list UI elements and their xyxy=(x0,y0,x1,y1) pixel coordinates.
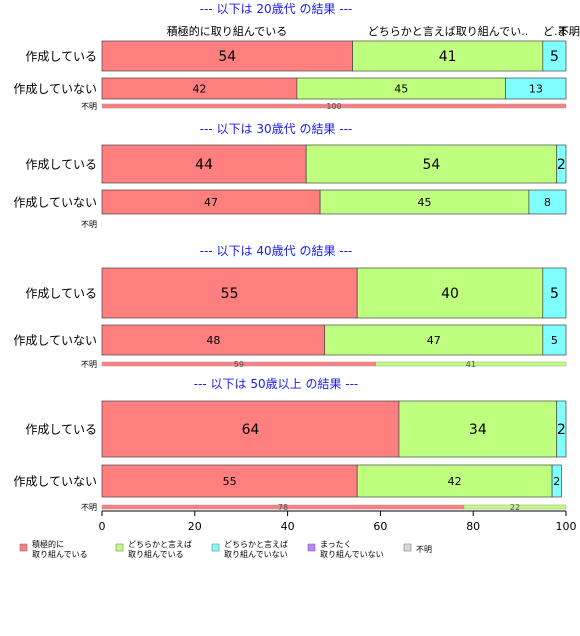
row-label: 不明 xyxy=(81,102,97,111)
data-label: 2 xyxy=(557,422,566,438)
row-label: 不明 xyxy=(81,360,97,369)
data-label: 2 xyxy=(557,157,566,173)
bar-segment xyxy=(324,324,544,356)
category-heading: ど.. xyxy=(543,25,561,38)
data-label: 55 xyxy=(223,475,237,488)
data-label: 40 xyxy=(441,286,459,302)
data-label: 42 xyxy=(448,475,462,488)
bar-segment xyxy=(542,267,567,319)
bar-segment xyxy=(101,464,358,498)
category-heading: ま.. xyxy=(557,25,575,38)
data-label: 41 xyxy=(439,49,457,65)
bar-segment xyxy=(101,267,358,319)
data-label: 64 xyxy=(242,422,260,438)
row-label: 作成していない xyxy=(13,474,97,488)
data-label: 48 xyxy=(206,334,220,347)
panel-title-1: --- 以下は 20歳代 の結果 --- xyxy=(200,2,353,16)
row-label: 作成していない xyxy=(13,333,97,347)
bar-segment xyxy=(305,144,558,184)
legend-swatch xyxy=(403,543,412,552)
bar-segment xyxy=(352,40,544,72)
legend-label: まったく取り組んでいない xyxy=(320,540,384,559)
category-heading: 積極的に取り組んでいる xyxy=(167,24,287,38)
row-label: 作成している xyxy=(25,286,97,300)
data-label: 5 xyxy=(551,334,558,347)
bar-segment xyxy=(101,400,400,458)
legend-label: どちらかと言えば取り組んでいない xyxy=(224,539,288,559)
data-label: 55 xyxy=(221,286,239,302)
bar-segment xyxy=(101,189,321,215)
row-label: 作成していない xyxy=(13,195,97,209)
data-label: 41 xyxy=(466,360,476,369)
category-heading: 不明 xyxy=(558,25,580,38)
x-tick-label: 40 xyxy=(281,520,295,533)
legend-swatch xyxy=(115,543,124,552)
bar-segment xyxy=(101,144,307,184)
x-tick-label: 0 xyxy=(99,520,106,533)
data-label: 54 xyxy=(423,157,441,173)
legend-swatch xyxy=(211,543,220,552)
panel-title-2: --- 以下は 30歳代 の結果 --- xyxy=(200,122,353,136)
row-label: 作成していない xyxy=(13,82,97,96)
x-tick-label: 20 xyxy=(188,520,202,533)
row-label: 作成している xyxy=(25,49,97,63)
bar-segment xyxy=(551,464,562,498)
category-heading: どちらかと言えば取り組んでい.. xyxy=(368,25,528,38)
bar-segment xyxy=(528,189,567,215)
legend-label: どちらかと言えば取り組んでいる xyxy=(128,539,192,559)
data-label: 45 xyxy=(394,82,408,95)
data-label: 59 xyxy=(234,360,244,369)
data-label: 100 xyxy=(326,102,341,111)
data-label: 22 xyxy=(510,503,520,512)
data-label: 47 xyxy=(427,334,441,347)
bar-segment xyxy=(356,267,544,319)
bar-segment xyxy=(556,144,567,184)
data-label: 44 xyxy=(195,157,213,173)
row-label: 不明 xyxy=(81,503,97,512)
legend-swatch xyxy=(307,543,316,552)
row-label: 不明 xyxy=(81,220,97,229)
data-label: 2 xyxy=(553,475,560,488)
bar-segment xyxy=(556,400,567,458)
bar-segment xyxy=(319,189,530,215)
data-label: 78 xyxy=(278,503,288,512)
panel-title-3: --- 以下は 40歳代 の結果 --- xyxy=(200,244,353,258)
bar-segment xyxy=(101,324,326,356)
data-label: 45 xyxy=(417,196,431,209)
bar-segment xyxy=(505,77,567,100)
data-label: 13 xyxy=(529,82,543,95)
data-label: 8 xyxy=(544,196,551,209)
bar-segment xyxy=(375,361,567,367)
bar-segment xyxy=(356,464,553,498)
x-tick-label: 100 xyxy=(556,520,577,533)
row-label: 作成している xyxy=(25,157,97,171)
data-label: 42 xyxy=(192,82,206,95)
data-label: 5 xyxy=(550,286,559,302)
bar-segment xyxy=(398,400,558,458)
bar-segment xyxy=(101,103,567,109)
x-tick-label: 80 xyxy=(466,520,480,533)
legend-label: 不明 xyxy=(416,545,432,554)
data-label: 54 xyxy=(218,49,236,65)
row-label: 作成している xyxy=(25,422,97,436)
data-label: 47 xyxy=(204,196,218,209)
data-label: 34 xyxy=(469,422,487,438)
bar-segment xyxy=(463,504,567,510)
legend-swatch xyxy=(19,543,28,552)
bar-segment xyxy=(542,324,567,356)
x-tick-label: 60 xyxy=(373,520,387,533)
bar-segment xyxy=(101,40,353,72)
panel-title-4: --- 以下は 50歳以上 の結果 --- xyxy=(194,377,359,391)
legend-label: 積極的に取り組んでいる xyxy=(32,539,88,559)
data-label: 5 xyxy=(550,49,559,65)
bar-segment xyxy=(542,40,567,72)
